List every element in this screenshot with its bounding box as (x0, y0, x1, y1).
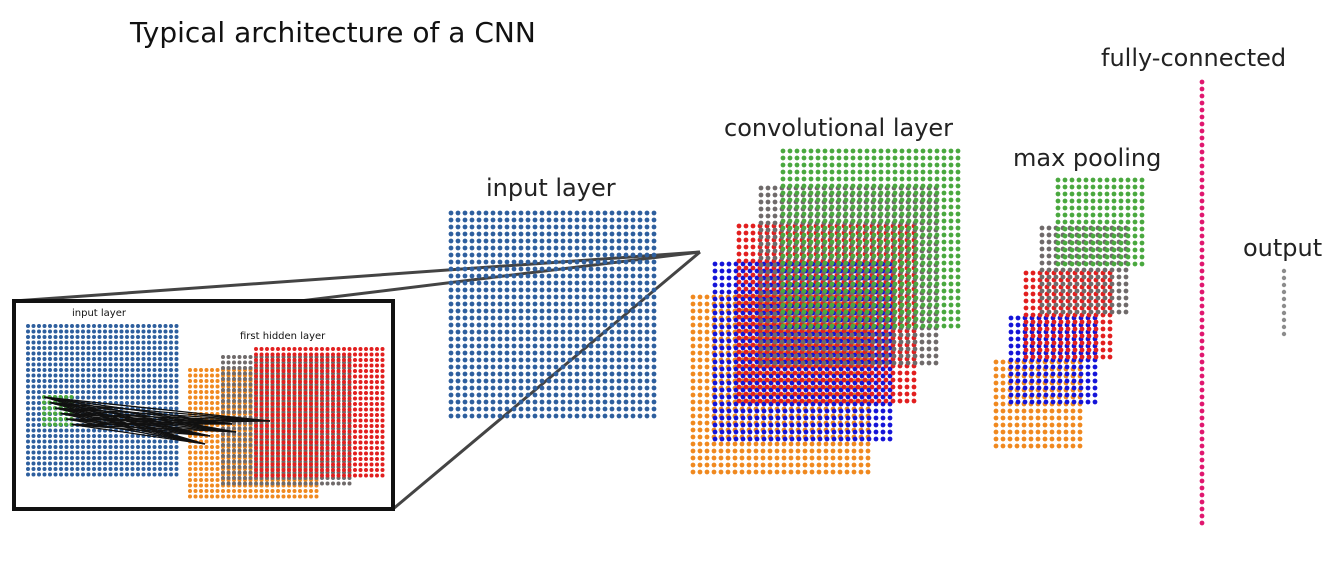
inset-connection-lines (43, 396, 271, 445)
conv-feature-map-green (780, 148, 961, 329)
fully-connected-dots (1199, 79, 1205, 526)
connector-line-bottom (392, 250, 701, 511)
output-label: output (1243, 234, 1323, 262)
max-pooling-stack (993, 177, 1145, 449)
pool-map-green (1055, 177, 1145, 267)
output-column (1281, 268, 1287, 337)
inset-zoom-panel (12, 299, 395, 511)
input-layer-dots (448, 210, 657, 419)
max-pooling-label: max pooling (1013, 144, 1162, 172)
inset-first-hidden-layer-label: first hidden layer (240, 331, 326, 342)
fully-connected-label: fully-connected (1101, 44, 1287, 72)
output-dots (1281, 268, 1287, 337)
convolutional-layer-label: convolutional layer (724, 114, 954, 142)
inset-gray-dots (221, 355, 352, 486)
page-title: Typical architecture of a CNN (130, 16, 536, 49)
inset-red-dots (254, 347, 385, 478)
input-layer-grid (448, 210, 657, 419)
convolutional-layer-stack (690, 148, 961, 475)
inset-input-layer-label: input layer (72, 308, 126, 319)
fully-connected-column (1199, 79, 1205, 526)
input-layer-label: input layer (486, 174, 616, 202)
connector-line-top-outer (13, 250, 701, 303)
